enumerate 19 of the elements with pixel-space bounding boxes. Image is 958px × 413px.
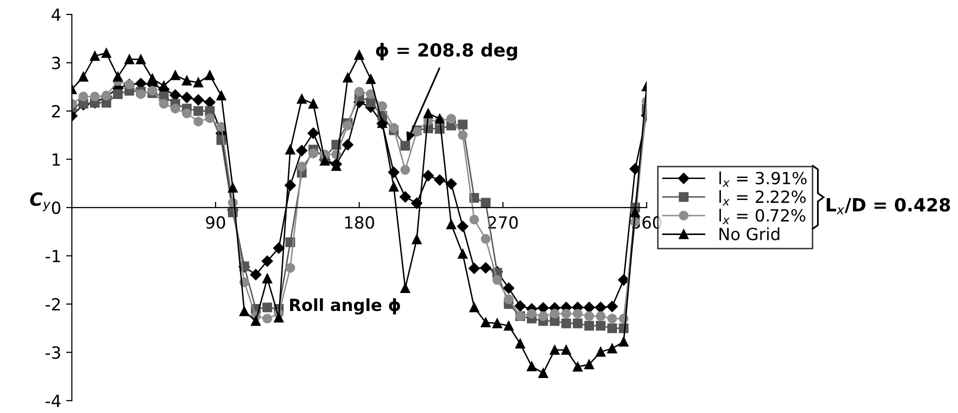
y-tick-label: -4	[46, 394, 60, 407]
x-axis-title: Roll angle ϕ	[290, 298, 400, 315]
y-tick-label: -3	[46, 346, 60, 359]
x-tick-label: 90	[206, 216, 226, 229]
x-tick-label: 180	[345, 216, 374, 229]
annotation: ϕ = 208.8 deg	[376, 42, 518, 60]
legend-label: l$_{x}$ = 2.22%	[719, 190, 806, 206]
legend-label: l$_{x}$ = 3.91%	[719, 172, 807, 187]
text: L$_{x}$/D = 0.428	[826, 198, 950, 214]
y-tick-label: 2	[52, 104, 60, 118]
y-tick-label: 1	[52, 153, 60, 166]
y-tick-label: 4	[52, 8, 60, 21]
y-tick-label: 3	[52, 56, 60, 70]
legend-label: No Grid	[719, 227, 780, 240]
y-tick-label: -2	[46, 298, 60, 310]
legend-label: l$_{x}$ = 0.72%	[719, 208, 806, 224]
y-axis-title: C$_{y}$	[30, 192, 51, 212]
y-tick-label: 0	[52, 201, 60, 214]
y-tick-label: -1	[46, 250, 60, 262]
